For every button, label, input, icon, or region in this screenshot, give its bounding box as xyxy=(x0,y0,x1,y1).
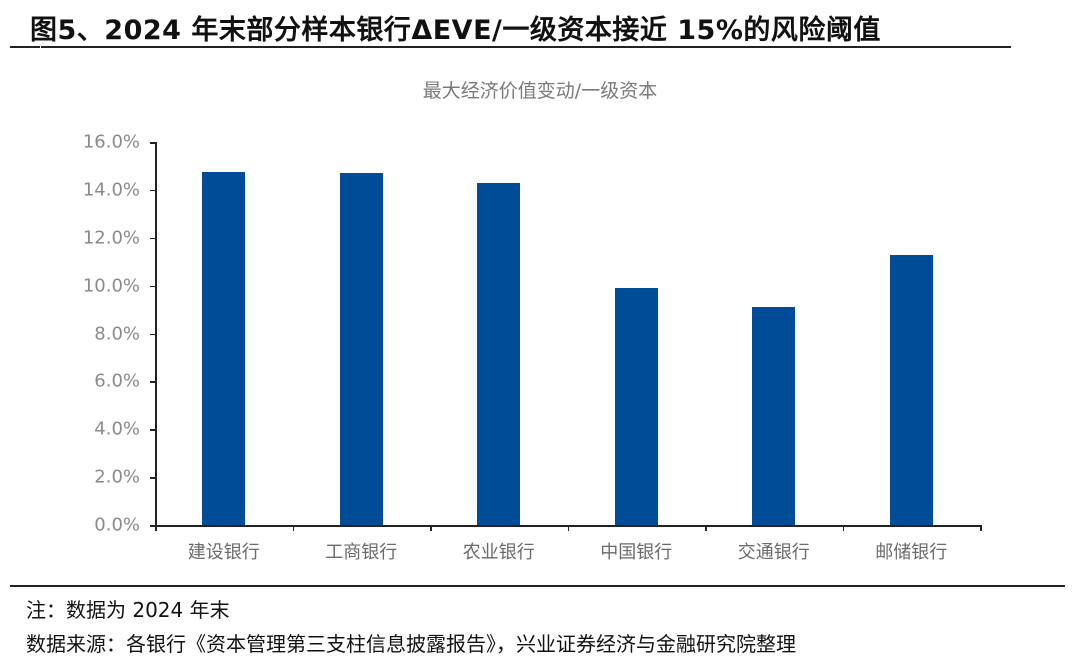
y-tick-mark xyxy=(150,142,156,144)
bar xyxy=(477,182,521,525)
y-tick-label: 10.0% xyxy=(82,275,140,297)
y-tick-mark xyxy=(150,237,156,240)
y-tick-mark xyxy=(150,333,156,335)
y-tick-mark xyxy=(150,477,156,479)
x-tick-label: 建设银行 xyxy=(187,542,260,563)
x-tick-mark xyxy=(842,525,844,531)
x-tick-label: 邮储银行 xyxy=(875,542,948,563)
x-tick-mark xyxy=(430,525,432,531)
title-rule-left xyxy=(10,46,40,48)
x-axis-line xyxy=(150,525,980,527)
y-tick-mark xyxy=(150,381,156,383)
title-rule xyxy=(41,46,1011,48)
bar xyxy=(614,288,658,525)
bar xyxy=(202,171,246,525)
y-axis-line xyxy=(155,142,157,526)
y-tick-label: 2.0% xyxy=(94,466,140,488)
y-tick-mark xyxy=(150,285,156,288)
bar xyxy=(339,173,383,525)
x-tick-label: 交通银行 xyxy=(737,542,810,563)
x-tick-mark xyxy=(155,525,157,531)
figure-source: 数据来源：各银行《资本管理第三支柱信息披露报告》，兴业证券经济与金融研究院整理 xyxy=(26,632,796,656)
x-tick-mark xyxy=(980,525,982,531)
x-tick-mark xyxy=(705,525,707,531)
bar xyxy=(752,307,796,525)
y-tick-label: 6.0% xyxy=(94,370,140,392)
bar-chart: 最大经济价值变动/一级资本 0.0% 2.0% 4.0% 6.0% 8.0% 10.0% 1… xyxy=(82,80,982,563)
figure-note: 注：数据为 2024 年末 xyxy=(26,598,230,622)
bar xyxy=(889,254,933,525)
y-tick-label: 8.0% xyxy=(94,323,140,344)
y-tick-label: 14.0% xyxy=(82,179,140,201)
footer-rule xyxy=(10,585,1065,587)
x-tick-mark xyxy=(292,525,294,531)
x-tick-mark xyxy=(567,525,569,531)
y-tick-label: 12.0% xyxy=(82,227,140,249)
y-tick-label: 16.0% xyxy=(82,131,140,153)
y-tick-label: 4.0% xyxy=(94,418,140,440)
y-tick-mark xyxy=(150,429,156,431)
x-tick-label: 工商银行 xyxy=(325,542,398,563)
y-tick-label: 0.0% xyxy=(94,514,140,536)
x-tick-label: 农业银行 xyxy=(462,542,535,563)
chart-title: 最大经济价值变动/一级资本 xyxy=(422,80,658,102)
x-tick-label: 中国银行 xyxy=(600,542,673,563)
figure-title: 图5、2024 年末部分样本银行ΔEVE/一级资本接近 15%的风险阈值 xyxy=(30,15,881,46)
y-tick-mark xyxy=(150,189,156,192)
